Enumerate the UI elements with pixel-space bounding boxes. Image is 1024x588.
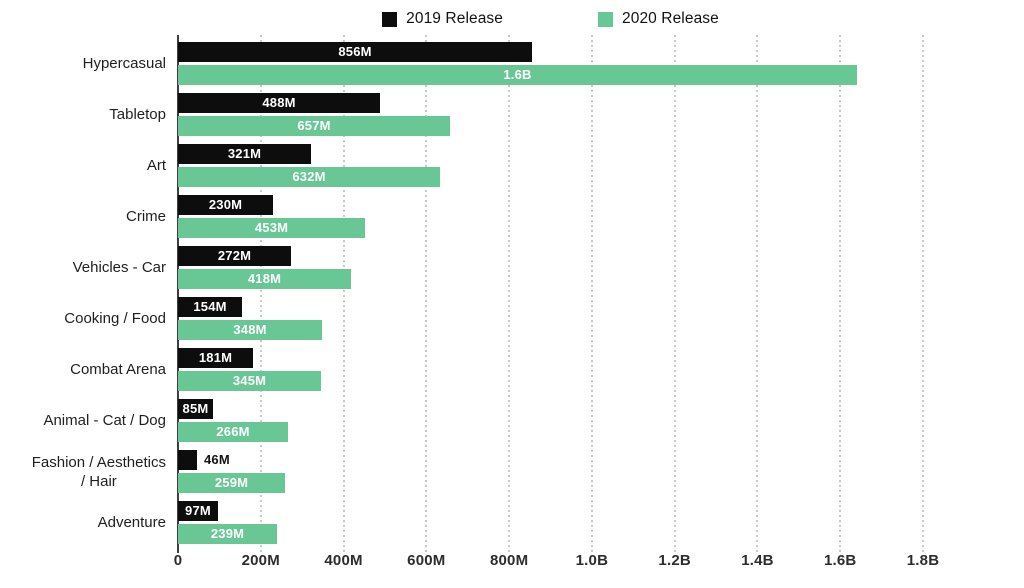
- bar-value-label: 453M: [254, 220, 289, 235]
- gridline: [839, 35, 842, 553]
- category-label: Art: [0, 144, 166, 187]
- bar-value-label: 239M: [210, 526, 245, 541]
- bar-value-label: 657M: [297, 118, 331, 133]
- x-axis-tick-label: 1.6B: [823, 552, 857, 569]
- bar-value-label: 154M: [193, 299, 227, 314]
- category-label-text: Combat Arena: [70, 361, 166, 378]
- bar-2019-fashion-aesthetics-hair: 46M: [178, 450, 230, 470]
- bar-value-label: 488M: [262, 95, 296, 110]
- category-label-text: Adventure: [97, 514, 166, 531]
- x-axis-tick-label: 0: [173, 552, 183, 569]
- bar-2020-vehicles-car: 418M: [178, 269, 351, 289]
- category-label-text: Fashion / Aesthetics / Hair: [31, 453, 166, 490]
- bar-value-label: 348M: [233, 322, 267, 337]
- bar-value-label: 856M: [338, 44, 372, 59]
- legend-swatch-icon: [598, 11, 613, 27]
- legend: 2019 Release 2020 Release: [178, 8, 923, 30]
- bar-value-label: 1.6B: [503, 67, 532, 82]
- bar-2020-tabletop: 657M: [178, 116, 450, 136]
- category-label: Adventure: [0, 501, 166, 544]
- bar-2020-art: 632M: [178, 167, 440, 187]
- bar-value-label: 632M: [292, 169, 326, 184]
- bar-value-label: 46M: [204, 452, 230, 467]
- y-axis-line: [177, 35, 179, 553]
- bar-2019-tabletop: 488M: [178, 93, 380, 113]
- bar-value-label: 345M: [232, 373, 267, 388]
- bar-2020-hypercasual: 1.6B: [178, 65, 857, 85]
- bar-2019-combat-arena: 181M: [178, 348, 253, 368]
- x-axis-tick-label: 400M: [324, 552, 363, 569]
- bar-2019-crime: 230M: [178, 195, 273, 215]
- x-axis-tick-label: 1.4B: [741, 552, 774, 569]
- bar-2019-art: 321M: [178, 144, 311, 164]
- category-label-text: Art: [146, 157, 166, 174]
- bar-value-label: 272M: [217, 248, 252, 263]
- gridline: [673, 35, 676, 553]
- category-label-text: Animal - Cat / Dog: [43, 412, 166, 429]
- bar-2020-combat-arena: 345M: [178, 371, 321, 391]
- bar-value-label: 418M: [247, 271, 282, 286]
- bar-value-label: 259M: [214, 475, 249, 490]
- bar-value-label: 266M: [216, 424, 250, 439]
- category-label-text: Tabletop: [109, 106, 166, 123]
- category-label: Animal - Cat / Dog: [0, 399, 166, 442]
- bar-2019-cooking-food: 154M: [178, 297, 242, 317]
- gridline: [590, 35, 593, 553]
- gridline: [508, 35, 511, 553]
- bar-2020-animal-cat-dog: 266M: [178, 422, 288, 442]
- category-label: Fashion / Aesthetics / Hair: [0, 450, 166, 493]
- x-axis-tick-label: 800M: [489, 552, 529, 569]
- category-label: Tabletop: [0, 93, 166, 136]
- x-axis-tick-label: 1.2B: [658, 552, 691, 569]
- category-label-text: Hypercasual: [82, 55, 166, 72]
- category-label: Hypercasual: [0, 42, 166, 85]
- bar-2020-cooking-food: 348M: [178, 320, 322, 340]
- category-label-text: Cooking / Food: [64, 310, 166, 327]
- bar-2019-animal-cat-dog: 85M: [178, 399, 213, 419]
- bar-2020-adventure: 239M: [178, 524, 277, 544]
- bar-2019-adventure: 97M: [178, 501, 218, 521]
- legend-item-2020: 2020 Release: [598, 10, 719, 28]
- gridline: [922, 35, 924, 553]
- x-axis-tick-label: 1.8B: [906, 552, 940, 569]
- legend-label: 2020 Release: [622, 10, 719, 27]
- category-label-text: Vehicles - Car: [72, 259, 166, 276]
- gridline: [425, 35, 428, 553]
- legend-swatch-icon: [382, 11, 398, 27]
- bar-2020-crime: 453M: [178, 218, 365, 238]
- category-label-text: Crime: [126, 208, 166, 225]
- legend-item-2019: 2019 Release: [382, 10, 503, 28]
- x-axis-tick-label: 200M: [241, 552, 280, 569]
- bar-value-label: 321M: [227, 146, 262, 161]
- category-label: Cooking / Food: [0, 297, 166, 340]
- category-label: Crime: [0, 195, 166, 238]
- gridline: [756, 35, 759, 553]
- x-axis-tick-label: 600M: [407, 552, 446, 569]
- x-axis-tick-label: 1.0B: [575, 552, 609, 569]
- bar-2020-fashion-aesthetics-hair: 259M: [178, 473, 285, 493]
- legend-label: 2019 Release: [406, 10, 503, 27]
- bar-value-label: 230M: [208, 197, 243, 212]
- bar-value-label: 97M: [185, 503, 211, 518]
- bar-2019-vehicles-car: 272M: [178, 246, 291, 266]
- category-label: Vehicles - Car: [0, 246, 166, 289]
- bar-value-label: 85M: [182, 401, 209, 416]
- bar-value-label: 181M: [198, 350, 233, 365]
- gridline: [259, 35, 262, 553]
- category-label: Combat Arena: [0, 348, 166, 391]
- gridline: [342, 35, 345, 553]
- bar-2019-hypercasual: 856M: [178, 42, 532, 62]
